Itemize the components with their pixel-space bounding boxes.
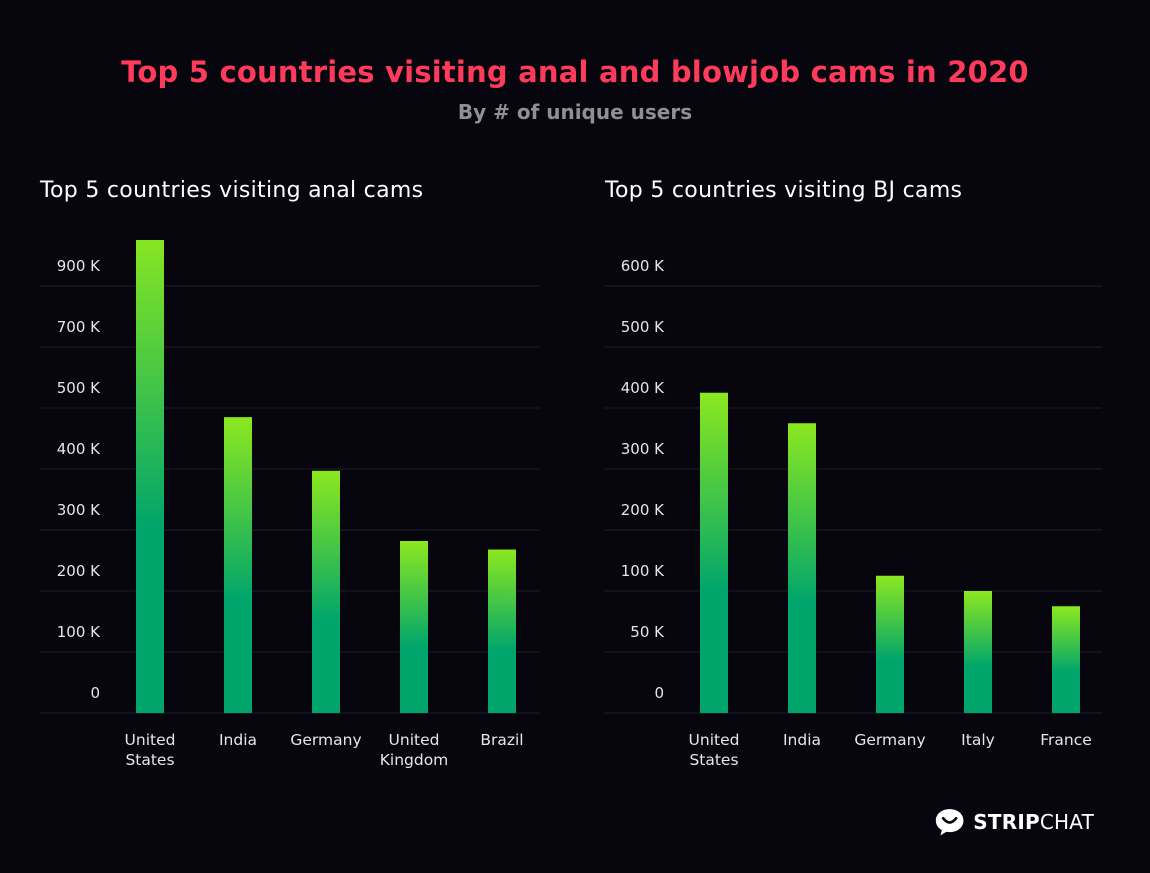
bar bbox=[1052, 606, 1080, 713]
x-category-label: Italy bbox=[961, 731, 995, 749]
bar bbox=[312, 470, 340, 713]
subtitle: By # of unique users bbox=[457, 100, 693, 124]
bj-chart-title: Top 5 countries visiting BJ cams bbox=[605, 178, 963, 203]
x-category-label: United States bbox=[125, 731, 176, 769]
bar bbox=[488, 549, 516, 713]
stripchat-logo: STRIPCHAT bbox=[934, 805, 1094, 839]
x-category-label: France bbox=[1040, 731, 1092, 749]
y-tick-label: 900 K bbox=[57, 257, 101, 275]
bar bbox=[224, 417, 252, 713]
x-category-label: Brazil bbox=[480, 731, 523, 749]
y-tick-label: 300 K bbox=[57, 501, 101, 519]
bar bbox=[788, 423, 816, 713]
logo-wordmark: STRIPCHAT bbox=[973, 810, 1094, 834]
x-category-label: United States bbox=[689, 731, 740, 769]
main-title: Top 5 countries visiting anal and blowjo… bbox=[121, 55, 1029, 89]
y-tick-label: 200 K bbox=[57, 562, 101, 580]
y-tick-label: 50 K bbox=[630, 623, 665, 641]
y-tick-label: 200 K bbox=[621, 501, 665, 519]
y-tick-label: 0 bbox=[90, 684, 100, 702]
bar bbox=[400, 540, 428, 713]
y-tick-label: 0 bbox=[654, 684, 664, 702]
bj-cams-bar-chart: 0 50 K 100 K 200 K 300 K 400 K 500 K 600 K Unite… bbox=[604, 257, 1102, 769]
x-category-label: Germany bbox=[854, 731, 925, 749]
x-category-label: India bbox=[783, 731, 821, 749]
logo-text-regular: CHAT bbox=[1039, 810, 1094, 834]
anal-chart-title: Top 5 countries visiting anal cams bbox=[40, 178, 424, 203]
y-tick-label: 100 K bbox=[621, 562, 665, 580]
y-tick-label: 700 K bbox=[57, 318, 101, 336]
y-tick-label: 400 K bbox=[57, 440, 101, 458]
y-tick-label: 400 K bbox=[621, 379, 665, 397]
y-tick-label: 500 K bbox=[57, 379, 101, 397]
y-tick-label: 600 K bbox=[621, 257, 665, 275]
y-tick-label: 300 K bbox=[621, 440, 665, 458]
bar bbox=[136, 240, 164, 714]
x-category-label: Germany bbox=[290, 731, 361, 749]
bar bbox=[876, 575, 904, 713]
logo-text-bold: STRIP bbox=[973, 810, 1040, 834]
x-category-label: India bbox=[219, 731, 257, 749]
chat-bubble-icon bbox=[935, 809, 964, 836]
bar bbox=[700, 392, 728, 713]
bar bbox=[964, 591, 992, 713]
y-tick-label: 100 K bbox=[57, 623, 101, 641]
x-category-label: United Kingdom bbox=[380, 731, 449, 769]
y-tick-label: 500 K bbox=[621, 318, 665, 336]
anal-cams-bar-chart: 0 100 K 200 K 300 K 400 K 500 K 700 K 900 K Unit… bbox=[40, 240, 540, 769]
